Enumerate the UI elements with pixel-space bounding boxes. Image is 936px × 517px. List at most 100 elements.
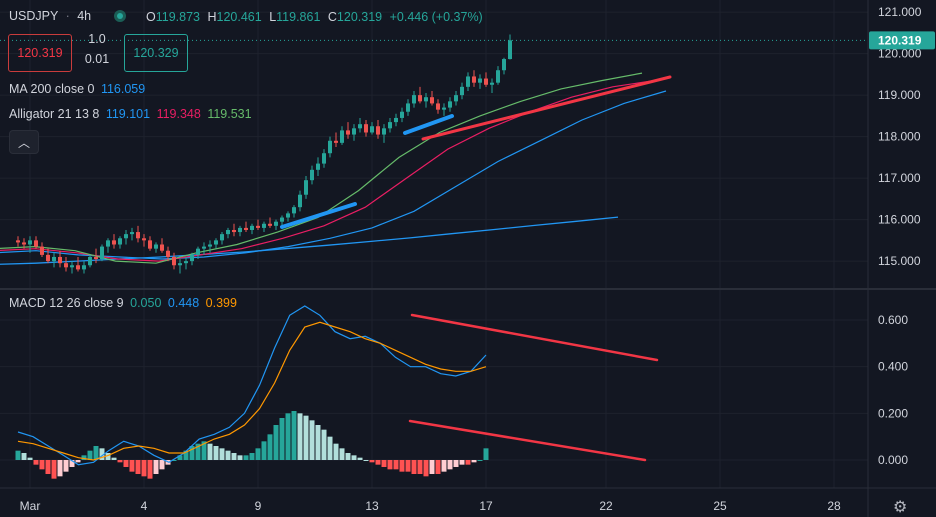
candle: [238, 225, 242, 237]
candle-body: [316, 163, 320, 170]
alligator-lips-line: [0, 72, 643, 264]
candle-body: [346, 130, 350, 135]
macd-histogram-bar: [453, 460, 459, 467]
candle: [406, 99, 410, 116]
collapse-legend-button[interactable]: ︿: [9, 130, 39, 154]
macd-histogram-bar: [435, 460, 441, 474]
macd-histogram-bar: [219, 448, 225, 460]
candle-body: [454, 95, 458, 102]
candle-body: [76, 265, 80, 270]
price-axis-label: 116.000: [878, 213, 921, 227]
buy-button[interactable]: 120.329: [124, 34, 188, 72]
macd-histogram-bar: [159, 460, 165, 470]
interval-label[interactable]: 4h: [77, 9, 92, 23]
macd-histogram-bar: [441, 460, 447, 472]
candle: [358, 117, 362, 133]
macd-histogram-bar: [117, 460, 123, 463]
candle: [328, 136, 332, 158]
candle-body: [436, 103, 440, 110]
symbol-legend[interactable]: USDJPY · 4h: [9, 9, 92, 23]
ma-value: 116.059: [100, 82, 146, 96]
macd-histogram-bar: [189, 446, 195, 460]
candle: [292, 205, 296, 218]
candle-body: [28, 240, 32, 245]
macd-histogram-bar: [231, 453, 237, 460]
macd-histogram-bar: [459, 460, 465, 465]
candle: [394, 113, 398, 127]
candle-body: [448, 101, 452, 108]
sell-button[interactable]: 120.319: [8, 34, 72, 72]
macd-axis-label: 0.200: [878, 406, 908, 420]
ma-legend[interactable]: MA 200 close 0 116.059: [9, 82, 145, 96]
macd-histogram-bar: [51, 460, 57, 479]
macd-legend[interactable]: MACD 12 26 close 9 0.050 0.448 0.399: [9, 296, 237, 310]
macd-histogram-bar: [33, 460, 39, 465]
candle: [352, 124, 356, 141]
macd-histogram-bar: [375, 460, 381, 465]
alligator-lips-value: 119.531: [207, 107, 252, 121]
candle-body: [70, 265, 74, 268]
candle-body: [202, 246, 206, 249]
lot-size-bottom[interactable]: 0.01: [84, 52, 110, 66]
high-label: H: [207, 10, 217, 24]
buy-price: 120.329: [133, 46, 179, 60]
candle: [124, 229, 128, 245]
candle: [430, 90, 434, 106]
gear-icon[interactable]: ⚙: [893, 499, 908, 516]
price-axis-label: 117.000: [878, 171, 921, 185]
candle-body: [238, 227, 242, 233]
macd-histogram-bar: [351, 455, 357, 460]
macd-histogram-bar: [129, 460, 135, 472]
candle: [208, 240, 212, 253]
candle-body: [94, 256, 98, 260]
candle: [220, 232, 224, 245]
candle-body: [268, 223, 272, 226]
candle: [442, 103, 446, 116]
candle-body: [340, 130, 344, 143]
candle: [202, 242, 206, 255]
candle: [178, 259, 182, 274]
candle-body: [490, 82, 494, 85]
macd-histogram-bar: [261, 441, 267, 460]
histogram-trendline: [408, 419, 647, 462]
macd-histogram-bar: [321, 429, 327, 460]
candle: [106, 238, 110, 253]
candle-body: [58, 256, 62, 264]
impulse-line-2: [403, 114, 454, 135]
candle-body: [172, 256, 176, 266]
macd-histogram-bar: [357, 457, 363, 460]
price-axis-label: 119.000: [878, 88, 921, 102]
macd-histogram-bar: [333, 443, 339, 460]
candle: [472, 70, 476, 87]
candle-body: [118, 238, 122, 245]
candle-body: [406, 103, 410, 112]
time-axis-label: 13: [365, 499, 379, 513]
low-value: 119.861: [276, 10, 321, 24]
candle: [100, 244, 104, 262]
candle-body: [418, 95, 422, 102]
candle: [286, 211, 290, 222]
alligator-legend[interactable]: Alligator 21 13 8 119.101 119.348 119.53…: [9, 107, 252, 121]
macd-histogram-bar: [273, 425, 279, 460]
macd-histogram-bar: [345, 453, 351, 460]
macd-histogram-bar: [315, 425, 321, 460]
macd-histogram-bar: [111, 457, 117, 460]
candle: [88, 254, 92, 268]
macd-histogram-bar: [291, 411, 297, 460]
time-axis-label: 17: [479, 499, 493, 513]
candle: [46, 248, 50, 264]
symbol-name[interactable]: USDJPY: [9, 9, 59, 23]
candle-body: [22, 242, 26, 245]
candle: [412, 90, 416, 108]
candle-body: [130, 232, 134, 235]
candle: [214, 238, 218, 249]
macd-histogram-bar: [339, 448, 345, 460]
sell-price: 120.319: [17, 46, 63, 60]
candle: [16, 236, 20, 247]
macd-histogram-bar: [393, 460, 399, 470]
lot-size-top[interactable]: 1.0: [88, 32, 106, 46]
macd-histogram-bar: [477, 460, 483, 461]
candle: [256, 219, 260, 230]
macd-histogram-bar: [207, 443, 213, 460]
